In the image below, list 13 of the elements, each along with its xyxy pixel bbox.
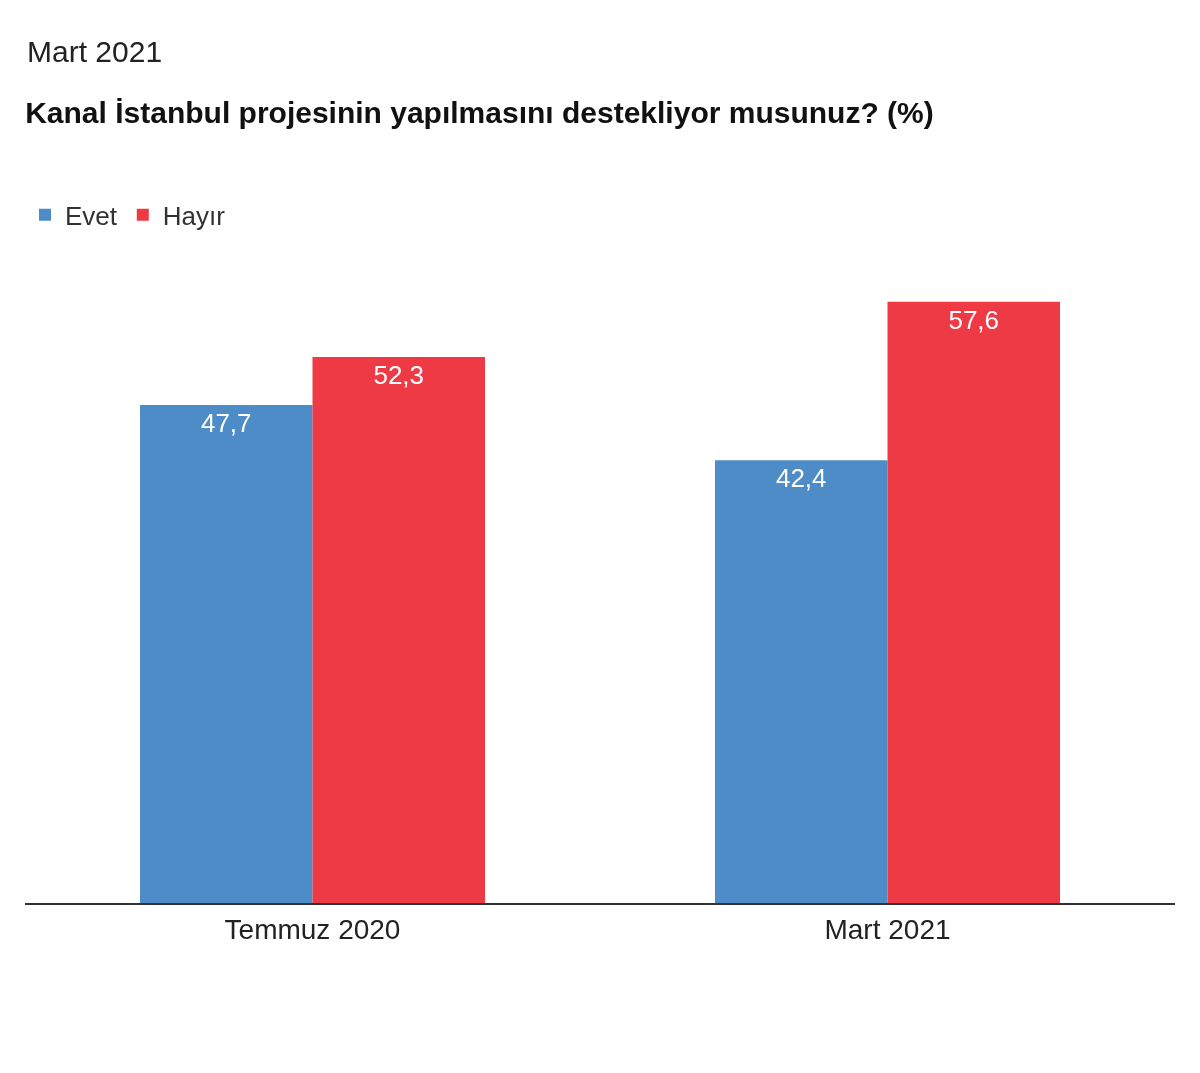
bar bbox=[140, 405, 313, 903]
legend-label: Evet bbox=[65, 200, 118, 231]
bar bbox=[887, 301, 1060, 903]
data-label: 52,3 bbox=[373, 359, 425, 390]
bar bbox=[312, 356, 485, 903]
legend-label: Hayır bbox=[162, 200, 226, 231]
chart-subtitle: Mart 2021 bbox=[27, 35, 163, 68]
data-label: 42,4 bbox=[775, 463, 827, 494]
data-label: 57,6 bbox=[948, 304, 1000, 335]
x-tick-label: Temmuz 2020 bbox=[224, 913, 401, 945]
bar bbox=[715, 460, 888, 903]
chart-title: Kanal İstanbul projesinin yapılmasını destekliyor musunuz? (%) bbox=[25, 96, 934, 130]
data-label: 47,7 bbox=[200, 408, 252, 439]
